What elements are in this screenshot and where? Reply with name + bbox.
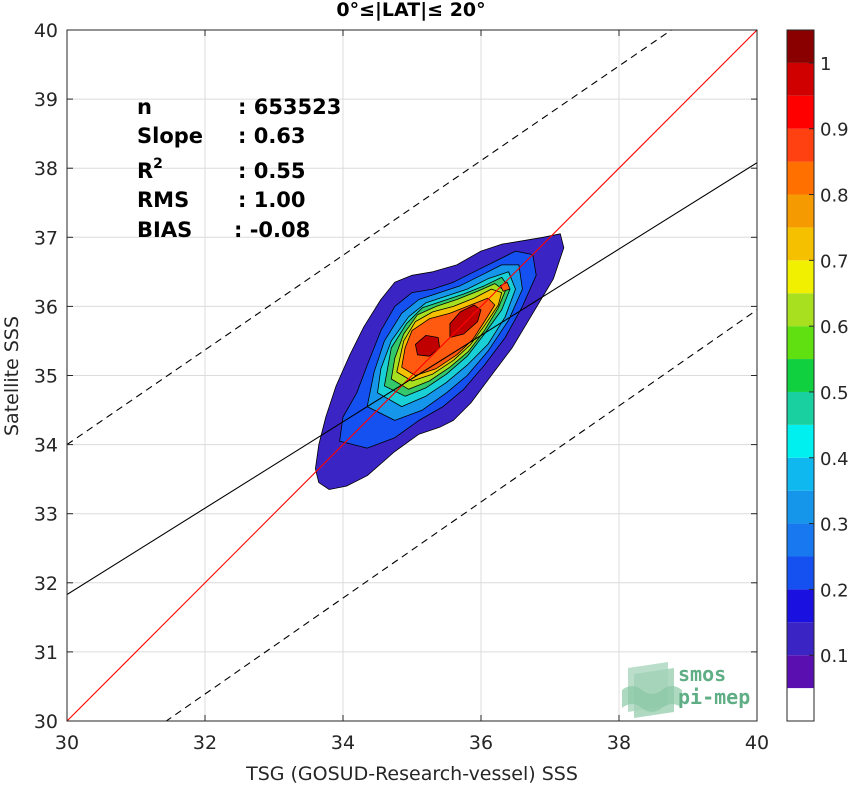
y-tick-label-8: 38 [34, 158, 58, 180]
colorbar-band-19 [787, 62, 814, 96]
y-tick-label-2: 32 [34, 573, 58, 595]
colorbar-ticks: 0.1 0.2 0.3 0.4 0.5 0.6 0.7 0.8 0.9 1 [809, 54, 849, 667]
colorbar-band-10 [787, 359, 814, 392]
density-contour-10 [499, 281, 511, 292]
colorbar-tick-label-0: 0.1 [820, 646, 849, 667]
colorbar: 0.1 0.2 0.3 0.4 0.5 0.6 0.7 0.8 0.9 1 [786, 29, 849, 722]
watermark-logo-icon [622, 662, 682, 718]
colorbar-tick-label-4: 0.5 [820, 383, 849, 404]
colorbar-band-3 [787, 589, 814, 623]
colorbar-band-20 [787, 30, 814, 63]
stats-block: n : 653523 Slope : 0.63 R2 : 0.55 RMS : … [137, 95, 341, 242]
colorbar-tick-label-9: 1 [820, 54, 831, 75]
y-tick-label-7: 37 [34, 227, 58, 249]
reference-lines [67, 30, 757, 721]
y-tick-label-6: 36 [34, 296, 58, 318]
colorbar-band-13 [787, 260, 814, 294]
colorbar-band-16 [787, 161, 814, 195]
stat-bias-label: BIAS [137, 218, 192, 242]
stat-r2-base: R [137, 159, 153, 183]
y-axis-ticks: 30 31 32 33 34 35 36 37 38 39 40 [34, 20, 757, 733]
colorbar-band-6 [787, 490, 814, 524]
stat-n-label: n [137, 95, 152, 119]
upper-bound-line [67, 30, 673, 446]
colorbar-tick-label-1: 0.2 [820, 580, 849, 601]
y-tick-label-10: 40 [34, 20, 58, 42]
x-tick-label-1: 32 [193, 732, 217, 754]
y-axis-label: Satellite SSS [1, 316, 23, 436]
stat-r2-superscript: 2 [153, 156, 163, 172]
stat-slope-label: Slope [137, 124, 203, 148]
colorbar-tick-label-7: 0.8 [820, 186, 849, 207]
stat-r2-value: : 0.55 [238, 159, 306, 183]
y-tick-label-4: 34 [34, 435, 58, 457]
colorbar-tick-label-8: 0.9 [820, 120, 849, 141]
stat-r2-label: R2 [137, 156, 163, 183]
y-tick-label-3: 33 [34, 504, 58, 526]
x-tick-label-2: 34 [331, 732, 355, 754]
smos-pimep-watermark: smos pi-mep [622, 662, 750, 718]
stat-slope-value: : 0.63 [238, 124, 306, 148]
x-axis-label: TSG (GOSUD-Research-vessel) SSS [245, 763, 578, 785]
x-tick-label-3: 36 [469, 732, 493, 754]
lower-bound-line [165, 309, 757, 721]
colorbar-tick-label-2: 0.3 [820, 515, 849, 536]
y-tick-label-9: 39 [34, 89, 58, 111]
x-tick-label-4: 38 [607, 732, 631, 754]
density-contour-8 [415, 335, 440, 357]
colorbar-band-7 [787, 457, 814, 491]
watermark-line-2: pi-mep [678, 685, 750, 709]
colorbar-band-2 [787, 622, 814, 656]
colorbar-band-1 [787, 655, 814, 689]
colorbar-frame [786, 29, 815, 722]
stat-rms-label: RMS [137, 188, 189, 212]
colorbar-band-17 [787, 128, 814, 162]
chart-title: 0°≤|LAT|≤ 20° [336, 0, 485, 21]
colorbar-band-15 [787, 194, 814, 228]
x-axis-ticks: 30 32 34 36 38 40 [55, 30, 769, 754]
x-tick-label-5: 40 [745, 732, 769, 754]
colorbar-band-18 [787, 95, 814, 129]
colorbar-band-5 [787, 523, 814, 557]
colorbar-tick-label-6: 0.7 [820, 251, 849, 272]
colorbar-tick-label-5: 0.6 [820, 317, 849, 338]
stat-rms-value: : 1.00 [238, 188, 306, 212]
colorbar-band-4 [787, 556, 814, 590]
stat-bias-value: : -0.08 [234, 218, 310, 242]
identity-line [67, 30, 757, 721]
colorbar-band-0 [787, 688, 814, 721]
colorbar-band-12 [787, 293, 814, 327]
colorbar-band-11 [787, 326, 814, 360]
watermark-line-1: smos [678, 662, 726, 686]
colorbar-band-9 [787, 391, 814, 425]
y-tick-label-0: 30 [34, 711, 58, 733]
regression-line [67, 162, 757, 596]
y-tick-label-5: 35 [34, 366, 58, 388]
stat-n-value: : 653523 [238, 95, 341, 119]
colorbar-tick-label-3: 0.4 [820, 449, 849, 470]
plot-area: 30 32 34 36 38 40 30 31 32 33 34 35 36 37 38 39 40 n : … [34, 20, 769, 754]
colorbar-band-8 [787, 424, 814, 458]
x-tick-label-0: 30 [55, 732, 79, 754]
colorbar-bands [787, 30, 814, 721]
y-tick-label-1: 31 [34, 642, 58, 664]
colorbar-band-14 [787, 227, 814, 261]
